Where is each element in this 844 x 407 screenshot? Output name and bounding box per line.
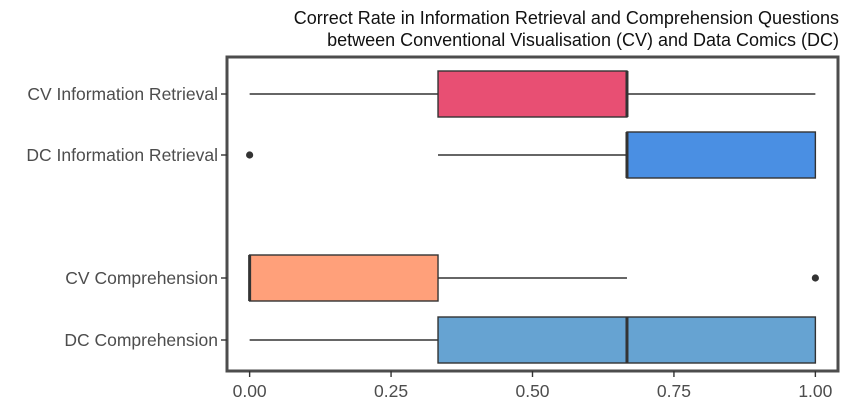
box-group-cv-comprehension — [248, 254, 819, 302]
chart-title-line-2: between Conventional Visualisation (CV) … — [327, 30, 839, 50]
outlier-point — [246, 151, 254, 159]
y-tick-label: DC Information Retrieval — [26, 145, 218, 165]
y-tick-label: CV Information Retrieval — [27, 84, 218, 104]
x-tick-label: 0.75 — [657, 381, 691, 401]
chart-title-line-1: Correct Rate in Information Retrieval an… — [294, 8, 839, 28]
x-tick-label: 1.00 — [798, 381, 832, 401]
x-tick-label: 0.00 — [233, 381, 267, 401]
box-iqr — [248, 254, 439, 302]
y-tick-label: DC Comprehension — [64, 330, 218, 350]
box-group-dc-information-retrieval — [246, 131, 817, 179]
y-tick-label: CV Comprehension — [65, 268, 218, 288]
x-tick-label: 0.50 — [515, 381, 549, 401]
box-group-dc-comprehension — [249, 316, 817, 364]
box-group-cv-information-retrieval — [249, 70, 816, 118]
box-iqr — [437, 70, 628, 118]
x-tick-label: 0.25 — [374, 381, 408, 401]
outlier-point — [811, 274, 819, 282]
box-iqr — [626, 131, 817, 179]
